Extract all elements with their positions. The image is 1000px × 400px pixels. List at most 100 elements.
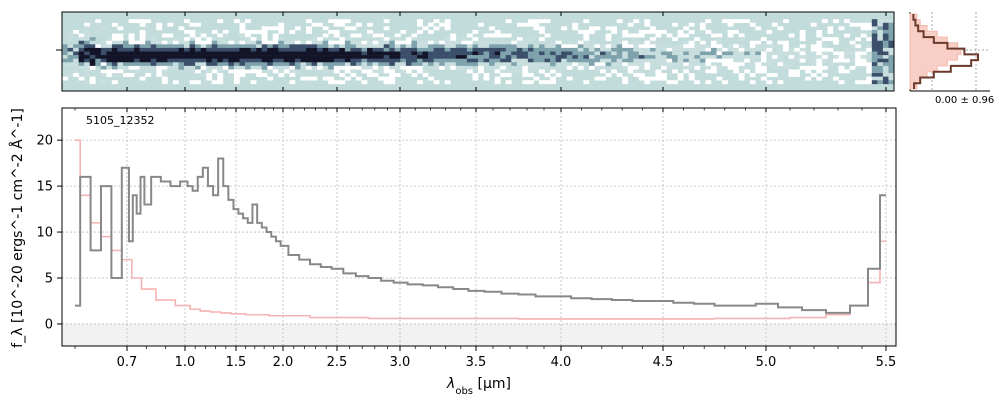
heatmap-cell — [211, 65, 218, 70]
heatmap-cell — [877, 33, 884, 38]
heatmap-cell — [855, 47, 862, 52]
heatmap-cell — [849, 44, 856, 49]
heatmap-cell — [211, 62, 218, 67]
heatmap-cell — [672, 65, 678, 70]
heatmap-cell — [306, 58, 312, 63]
heatmap-cell — [755, 55, 762, 59]
heatmap-cell — [688, 65, 695, 70]
heatmap-cell — [222, 65, 229, 70]
heatmap-cell — [123, 73, 129, 77]
heatmap-cell — [527, 62, 534, 67]
heatmap-cell — [233, 69, 240, 74]
heatmap-cell — [821, 58, 828, 63]
heatmap-cell — [677, 47, 684, 52]
heatmap-cell — [838, 58, 845, 63]
heatmap-cell — [871, 29, 878, 34]
heatmap-cell — [272, 44, 279, 49]
heatmap-cell — [200, 47, 207, 52]
heatmap-cell — [206, 47, 213, 52]
heatmap-cell — [400, 69, 407, 74]
heatmap-cell — [749, 73, 756, 77]
heatmap-cell — [849, 65, 856, 70]
heatmap-cell — [733, 51, 739, 56]
heatmap-cell — [694, 58, 701, 63]
heatmap-cell — [355, 33, 362, 38]
heatmap-cell — [95, 47, 102, 52]
heatmap-cell — [655, 73, 662, 77]
heatmap-cell — [771, 44, 778, 49]
heatmap-cell — [250, 47, 257, 52]
heatmap-cell — [539, 26, 545, 31]
heatmap-cell — [888, 33, 895, 38]
heatmap-cell — [550, 55, 556, 59]
heatmap-cell — [78, 47, 85, 52]
heatmap-cell — [705, 19, 712, 24]
heatmap-cell — [677, 58, 684, 63]
heatmap-cell — [600, 76, 606, 81]
heatmap-cell — [350, 33, 357, 38]
heatmap-cell — [799, 55, 806, 59]
heatmap-cell — [111, 37, 118, 42]
heatmap-cell — [478, 22, 484, 27]
heatmap-cell — [178, 58, 185, 63]
heatmap-cell — [683, 40, 690, 45]
heatmap-cell — [350, 69, 357, 74]
heatmap-cell — [300, 62, 307, 67]
heatmap-cell — [605, 33, 612, 38]
heatmap-cell — [533, 62, 540, 67]
heatmap-cell — [832, 76, 839, 81]
heatmap-cell — [416, 44, 423, 49]
heatmap-cell — [350, 73, 357, 77]
heatmap-cell — [710, 69, 717, 74]
heatmap-cell — [733, 69, 739, 74]
heatmap-cell — [206, 65, 213, 70]
profile-data-line — [912, 14, 979, 89]
x-axis-title: λobs [μm] — [446, 376, 511, 397]
heatmap-cell — [416, 65, 423, 70]
heatmap-cell — [844, 47, 850, 52]
heatmap-cell — [605, 26, 612, 31]
heatmap-cell — [117, 47, 124, 52]
heatmap-cell — [727, 33, 734, 38]
x-tick-label: 3.5 — [466, 355, 487, 370]
heatmap-cell — [433, 58, 440, 63]
heatmap-cell — [178, 47, 185, 52]
heatmap-cell — [755, 47, 762, 52]
heatmap-cell — [367, 44, 373, 49]
heatmap-cell — [361, 65, 368, 70]
heatmap-cell — [633, 55, 640, 59]
heatmap-cell — [788, 69, 795, 74]
heatmap-cell — [505, 80, 512, 85]
heatmap-cell — [272, 51, 279, 56]
x-axis-title-subscript: obs — [455, 386, 473, 397]
y-tick-label: 5 — [45, 272, 53, 287]
heatmap-cell — [455, 51, 462, 56]
heatmap-cell — [344, 58, 351, 63]
heatmap-cell — [733, 65, 739, 70]
heatmap-cell — [117, 40, 124, 45]
heatmap-cell — [228, 65, 235, 70]
heatmap-cell — [372, 33, 379, 38]
heatmap-cell — [283, 44, 290, 49]
heatmap-cell — [494, 69, 501, 74]
heatmap-cell — [816, 65, 823, 70]
heatmap-cell — [849, 40, 856, 45]
heatmap-cell — [189, 69, 196, 74]
heatmap-cell — [522, 51, 529, 56]
heatmap-cell — [472, 55, 479, 59]
heatmap-cell — [644, 44, 651, 49]
heatmap-cell — [710, 65, 717, 70]
heatmap-cell — [333, 47, 340, 52]
heatmap-cell — [489, 26, 495, 31]
heatmap-cell — [644, 58, 651, 63]
heatmap-cell — [184, 44, 190, 49]
heatmap-cell — [838, 26, 845, 31]
heatmap-cell — [322, 58, 329, 63]
heatmap-cell — [855, 80, 862, 85]
heatmap-cell — [267, 55, 274, 59]
heatmap-cell — [161, 80, 168, 85]
heatmap-cell — [688, 62, 695, 67]
heatmap-cell — [810, 47, 817, 52]
heatmap-cell — [777, 40, 784, 45]
heatmap-cell — [450, 40, 457, 45]
